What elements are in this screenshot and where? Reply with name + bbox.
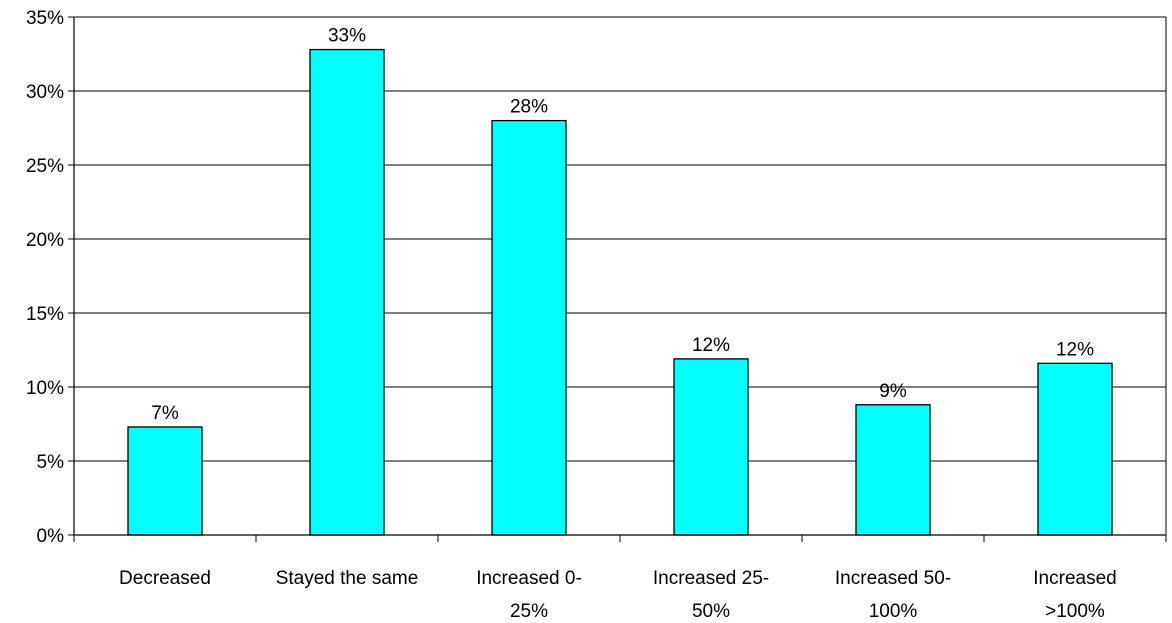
bar — [491, 119, 567, 536]
x-tick-label: >100% — [1045, 601, 1105, 622]
data-labels: 7% 33% 28% 12% 9% 12% — [151, 26, 1094, 424]
x-tick-label: Increased — [1033, 568, 1116, 589]
x-tick-label: Increased 0- — [476, 568, 582, 589]
y-tick-label: 30% — [26, 82, 64, 103]
gridlines — [74, 16, 1166, 462]
x-tick-label: 50% — [692, 601, 730, 622]
y-tick-label: 20% — [26, 230, 64, 251]
y-tick-label: 0% — [37, 526, 65, 547]
data-label: 33% — [328, 26, 366, 47]
y-axis-tick-labels: 0% 5% 10% 15% 20% 25% 30% 35% — [26, 8, 64, 547]
y-tick-label: 35% — [26, 8, 64, 29]
plot-area — [74, 17, 1166, 535]
y-tick-label: 15% — [26, 304, 64, 325]
x-tick-label: Increased 25- — [653, 568, 769, 589]
x-tick-label: 100% — [869, 601, 918, 622]
data-label: 9% — [879, 381, 907, 402]
x-tick-label: Stayed the same — [276, 568, 419, 589]
y-tick-label: 10% — [26, 378, 64, 399]
x-axis-tick-labels: Decreased Stayed the same Increased 0- 25% I… — [119, 568, 1117, 622]
x-tick-label: Increased 50- — [835, 568, 951, 589]
axes — [68, 16, 1167, 542]
y-tick-label: 5% — [37, 452, 65, 473]
bar — [309, 48, 385, 536]
data-label: 7% — [151, 403, 179, 424]
x-tick-label: Decreased — [119, 568, 211, 589]
x-tick-label: 25% — [510, 601, 548, 622]
bar — [127, 426, 203, 536]
bar — [855, 404, 931, 536]
y-tick-label: 25% — [26, 156, 64, 177]
data-label: 12% — [1056, 339, 1094, 360]
data-label: 12% — [692, 335, 730, 356]
bars — [127, 48, 1113, 536]
bar — [673, 358, 749, 536]
bar — [1037, 362, 1113, 536]
data-label: 28% — [510, 97, 548, 118]
